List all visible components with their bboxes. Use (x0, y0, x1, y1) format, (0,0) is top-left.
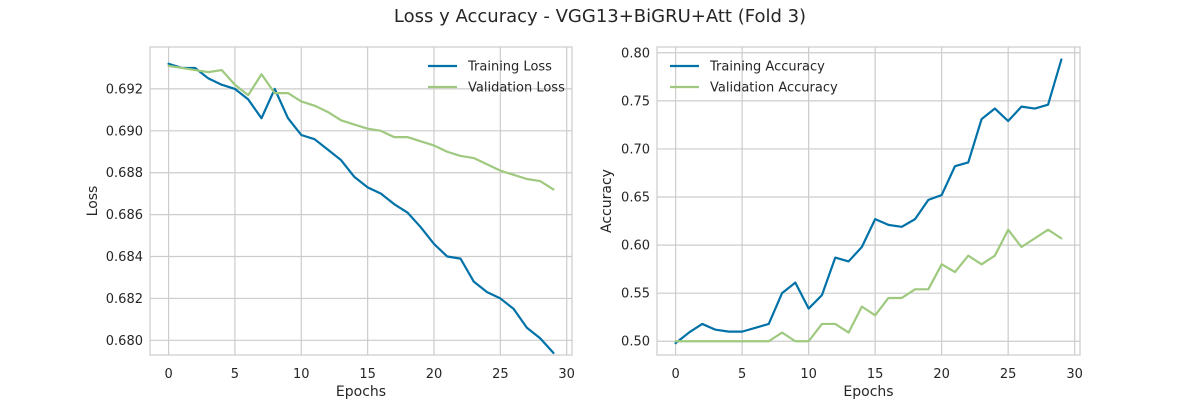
y-tick-label: 0.690 (106, 124, 143, 139)
x-axis-label: Epochs (336, 384, 386, 400)
figure-title: Loss y Accuracy - VGG13+BiGRU+Att (Fold … (393, 6, 807, 27)
x-tick-label: 30 (558, 367, 575, 382)
y-tick-label: 0.65 (621, 191, 650, 206)
x-tick-label: 30 (1066, 367, 1083, 382)
plot-frame (656, 46, 1081, 356)
y-tick-label: 0.75 (621, 94, 650, 109)
y-tick-label: 0.55 (621, 287, 650, 302)
x-tick-label: 0 (164, 367, 172, 382)
legend-label: Training Accuracy (709, 60, 825, 75)
x-axis-label: Epochs (843, 384, 893, 400)
series-line-validation-accuracy (674, 228, 1063, 343)
y-tick-label: 0.688 (106, 166, 143, 181)
legend-label: Training Loss (467, 60, 552, 75)
loss-chart: 0 5 10 15 20 25 30 0.680 0.682 0.684 0.686 0.688 0.6… (85, 46, 575, 400)
series-line-training-loss (167, 62, 555, 354)
x-tick-label: 0 (671, 367, 679, 382)
x-tick-label: 25 (1000, 367, 1017, 382)
x-tick-label: 15 (359, 367, 376, 382)
legend-label: Validation Accuracy (710, 81, 838, 96)
x-tick-label: 25 (492, 367, 509, 382)
y-tick-label: 0.682 (106, 292, 143, 307)
y-tick-label: 0.60 (621, 239, 650, 254)
y-axis-label: Loss (85, 186, 101, 217)
series-line-validation-loss (167, 64, 555, 191)
y-tick-label: 0.80 (621, 46, 650, 61)
loss-legend: Training Loss Validation Loss (428, 60, 565, 96)
legend-label: Validation Loss (468, 81, 565, 96)
y-tick-label: 0.680 (106, 334, 143, 349)
acc-legend: Training Accuracy Validation Accuracy (670, 60, 838, 96)
x-tick-label: 5 (738, 367, 746, 382)
series-line-training-accuracy (674, 58, 1063, 345)
y-tick-label: 0.50 (621, 335, 650, 350)
x-tick-label: 20 (933, 367, 950, 382)
plot-frame (149, 46, 573, 356)
y-tick-label: 0.70 (621, 142, 650, 157)
x-tick-label: 15 (867, 367, 884, 382)
y-tick-label: 0.686 (106, 208, 143, 223)
y-axis-label: Accuracy (599, 169, 615, 233)
y-tick-label: 0.684 (106, 250, 143, 265)
y-tick-label: 0.692 (106, 82, 143, 97)
x-tick-label: 5 (231, 367, 239, 382)
x-tick-label: 10 (293, 367, 310, 382)
acc-chart: 0 5 10 15 20 25 30 0.50 0.55 0.60 0.65 0.70 0.75 0.80… (599, 46, 1083, 400)
x-tick-label: 20 (426, 367, 443, 382)
x-tick-label: 10 (800, 367, 817, 382)
